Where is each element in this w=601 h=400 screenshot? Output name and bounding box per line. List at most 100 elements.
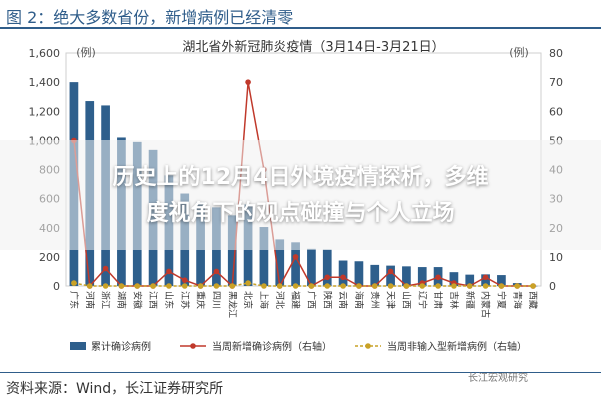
left-axis-unit: (例) bbox=[76, 45, 96, 59]
overlay-headline: 历史上的12月4日外境疫情探析，多维 度视角下的观点碰撞与个人立场 bbox=[0, 160, 601, 232]
category-label: 北京 bbox=[242, 291, 254, 309]
local-case-point bbox=[292, 283, 299, 289]
local-case-point bbox=[229, 283, 236, 289]
category-label: 河南 bbox=[84, 291, 96, 309]
local-case-point bbox=[403, 283, 410, 289]
bar bbox=[291, 242, 300, 286]
category-label: 河北 bbox=[274, 291, 286, 309]
new-case-point bbox=[292, 254, 299, 260]
new-case-point bbox=[340, 274, 346, 281]
category-label: 吉林 bbox=[448, 291, 460, 309]
category-label: 福建 bbox=[290, 291, 302, 309]
bar bbox=[322, 249, 332, 286]
category-label: 重庆 bbox=[195, 291, 207, 309]
category-label: 黑龙江 bbox=[226, 291, 238, 318]
bar bbox=[417, 267, 427, 286]
local-case-point bbox=[466, 283, 473, 289]
local-case-point bbox=[134, 283, 141, 289]
category-label: 宁夏 bbox=[495, 291, 507, 309]
new-case-point bbox=[324, 274, 331, 281]
local-case-point bbox=[340, 283, 346, 289]
new-case-point bbox=[181, 277, 188, 283]
local-case-point bbox=[166, 283, 172, 289]
local-case-point bbox=[150, 283, 156, 289]
local-case-point bbox=[530, 283, 536, 289]
category-label: 海南 bbox=[353, 291, 365, 309]
category-label: 安徽 bbox=[131, 291, 143, 309]
category-label: 天津 bbox=[385, 291, 396, 309]
y-right-tick-label: 80 bbox=[549, 47, 563, 60]
category-label: 西藏 bbox=[527, 291, 539, 309]
category-label: 新疆 bbox=[464, 291, 476, 309]
local-case-point bbox=[387, 283, 394, 289]
bar bbox=[259, 227, 269, 286]
bar bbox=[275, 239, 285, 286]
local-case-point bbox=[102, 283, 109, 289]
category-label: 山东 bbox=[163, 291, 175, 309]
category-label: 广西 bbox=[305, 291, 317, 309]
local-case-point bbox=[308, 283, 315, 289]
y-right-tick-label: 60 bbox=[549, 105, 563, 118]
category-label: 辽宁 bbox=[416, 291, 428, 309]
category-label: 江西 bbox=[147, 291, 158, 309]
bar bbox=[386, 265, 395, 286]
bar bbox=[465, 274, 475, 286]
local-case-point bbox=[435, 283, 441, 289]
new-case-point bbox=[482, 274, 489, 281]
new-case-point bbox=[387, 268, 394, 275]
local-case-point bbox=[245, 280, 251, 286]
new-case-point bbox=[102, 265, 109, 272]
title-rule bbox=[0, 27, 601, 29]
legend-label-new: 当周新增确诊病例（右轴） bbox=[212, 340, 332, 353]
category-label: 江苏 bbox=[179, 291, 191, 309]
category-label: 上海 bbox=[258, 291, 270, 309]
new-case-point bbox=[166, 268, 172, 275]
bar bbox=[402, 266, 411, 286]
bar bbox=[370, 264, 380, 286]
local-case-point bbox=[356, 283, 362, 289]
category-label: 山西 bbox=[400, 291, 411, 309]
overlay-line-1: 历史上的12月4日外境疫情探析，多维 bbox=[112, 165, 489, 190]
y-tick-label: 1,200 bbox=[29, 105, 61, 118]
local-case-point bbox=[276, 283, 283, 289]
new-case-point bbox=[245, 79, 251, 85]
legend-label-local: 当周非输入型新增病例（右轴） bbox=[387, 340, 527, 353]
bar bbox=[497, 275, 506, 286]
y-right-tick-label: 10 bbox=[549, 251, 563, 264]
local-case-point bbox=[371, 283, 378, 289]
category-label: 甘肃 bbox=[432, 291, 444, 309]
local-case-point bbox=[261, 283, 267, 289]
local-case-point bbox=[451, 283, 457, 289]
figure-title: 图 2：绝大多数省份，新增病例已经清零 bbox=[6, 8, 294, 27]
local-case-point bbox=[71, 280, 77, 286]
local-case-point bbox=[514, 283, 521, 289]
overlay-line-2: 度视角下的观点碰撞与个人立场 bbox=[146, 201, 455, 226]
bar bbox=[338, 260, 348, 286]
y-tick-label: 1,400 bbox=[29, 76, 61, 89]
overlay-band bbox=[0, 140, 601, 250]
category-label: 青海 bbox=[511, 291, 523, 309]
watermark: 长江宏观研究 bbox=[468, 373, 528, 384]
new-case-point bbox=[213, 268, 220, 275]
source-note: 资料来源：Wind，长江证券研究所 bbox=[6, 381, 224, 397]
bar bbox=[227, 215, 237, 286]
local-case-point bbox=[197, 283, 204, 289]
category-label: 广东 bbox=[68, 291, 80, 309]
bottom-rule bbox=[0, 372, 601, 373]
y-tick-label: 200 bbox=[39, 251, 60, 264]
category-label: 云南 bbox=[337, 291, 349, 309]
y-tick-label: 0 bbox=[53, 280, 60, 293]
y-right-tick-label: 70 bbox=[549, 76, 563, 89]
bar bbox=[354, 261, 364, 286]
local-case-point bbox=[213, 283, 220, 289]
legend-swatch-local-marker bbox=[365, 343, 371, 349]
y-tick-label: 1,600 bbox=[29, 47, 61, 60]
category-label: 内蒙古 bbox=[480, 291, 492, 318]
category-label: 陕西 bbox=[321, 291, 333, 309]
local-case-point bbox=[498, 283, 505, 289]
local-case-point bbox=[419, 283, 426, 289]
category-label: 四川 bbox=[210, 291, 220, 309]
bar bbox=[307, 248, 316, 286]
right-axis-unit: (例) bbox=[509, 45, 529, 59]
chart-title: 湖北省外新冠肺炎疫情（3月14日-3月21日） bbox=[182, 39, 444, 55]
